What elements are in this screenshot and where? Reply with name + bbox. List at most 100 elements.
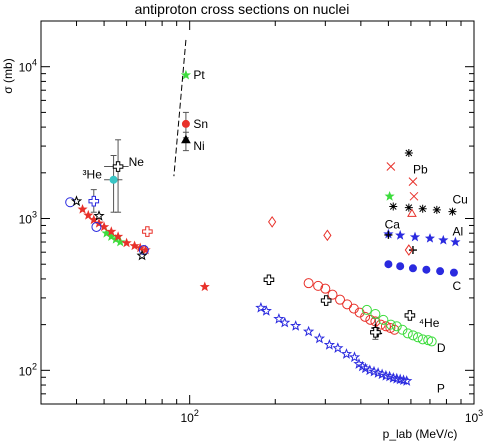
data-point-star [106,226,117,236]
data-point-circle [385,319,396,330]
data-point-star [332,342,344,353]
series-label: P [437,381,445,395]
series-label: ³He [83,167,103,181]
data-point-star [180,69,192,80]
data-point-plus [88,195,100,207]
series-labels: Pt Sn Ni Ne ³He Pb Cu Ca Al C ⁴He D P [83,68,468,395]
data-point-plus [263,274,275,286]
x-tick-label: 102 [180,408,198,425]
data-point-star [424,233,435,243]
data-point-star [77,203,88,214]
data-point-circle [327,289,338,300]
axis-ticks [40,20,475,405]
data-point-asterisk [432,205,441,214]
data-point-cross [384,230,393,239]
data-point-star [359,362,372,374]
dashed-fit-line [173,39,187,177]
data-point-star [136,249,148,261]
data-point-triangle [181,134,191,144]
series-label: Pb [413,163,428,177]
data-point-star [260,305,272,316]
data-point-dot [449,268,458,277]
series-label: Cu [452,193,467,207]
axis-tick-labels: 102 103 102 103 104 [19,58,484,425]
series-label: C [452,279,461,293]
data-point-plus [404,310,416,321]
data-point-circle [320,283,331,294]
data-point-star [279,316,291,328]
data-point-star [112,231,124,241]
data-point-star [115,236,126,247]
data-point-circle [365,314,376,325]
data-point-star [323,338,336,350]
data-point-star [384,190,395,201]
series-label: Ni [193,139,204,153]
data-point-star [391,372,403,384]
chart-title: antiproton cross sections on nuclei [135,1,350,17]
data-point-star [93,210,105,221]
data-point-asterisk [389,202,398,211]
data-point-star [140,244,151,255]
data-point-star [290,320,302,331]
data-point-star [70,195,83,207]
data-point-circle [426,336,437,347]
data-point-dot [396,262,405,271]
series-label: ⁴He [419,316,440,330]
data-point-star [302,325,315,337]
data-point-star [395,229,406,240]
data-point-asterisk [448,207,457,216]
data-point-asterisk [404,203,413,212]
data-point-star [121,237,132,248]
data-point-circle [380,321,391,332]
data-point-circle [397,324,408,335]
data-point-star [394,373,406,385]
data-point-star [409,231,421,242]
data-point-cross [408,246,417,255]
data-point-diamond [404,244,413,256]
data-point-star [387,372,399,383]
data-point-x [409,191,419,201]
data-point-star [83,209,94,220]
data-point-star [273,312,285,324]
data-point-star [340,348,353,359]
data-point-circle [391,321,402,332]
y-tick-label: 103 [19,210,37,227]
data-point-triangle [407,208,417,217]
data-point-diamond [268,216,277,228]
data-point-x [408,177,418,186]
data-point-circle [407,330,418,341]
data-point-circle [375,319,386,330]
data-point-circle [378,314,389,325]
data-point-circle [361,304,372,315]
y-axis-label: σ (mb) [1,58,15,93]
data-point-dot [109,175,118,184]
data-point-star [348,351,361,363]
data-point-circle [335,294,346,305]
series-label: Pt [193,68,205,82]
data-point-star [450,236,461,247]
data-point-dot [181,119,190,128]
x-axis-label: p_lab (MeV/c) [383,427,458,441]
error-bars [90,111,379,340]
data-point-circle [389,324,400,335]
series-label: Ca [385,218,401,232]
y-tick-label: 104 [19,58,37,75]
data-point-dot [408,264,417,273]
data-point-asterisk [404,149,413,158]
data-point-plus [320,295,332,306]
y-tick-label: 102 [19,361,37,378]
data-point-dot [384,260,393,269]
data-point-plus [142,226,153,237]
data-point-circle [313,280,324,291]
data-point-star [129,240,140,251]
data-markers [65,69,461,386]
x-tick-label: 103 [465,408,483,425]
data-point-star [255,301,267,313]
fit-lines [173,39,187,177]
data-point-diamond [323,229,332,242]
data-point-star [397,374,410,386]
data-point-circle [360,311,371,322]
series-label: D [437,341,446,355]
data-point-asterisk [418,204,427,213]
